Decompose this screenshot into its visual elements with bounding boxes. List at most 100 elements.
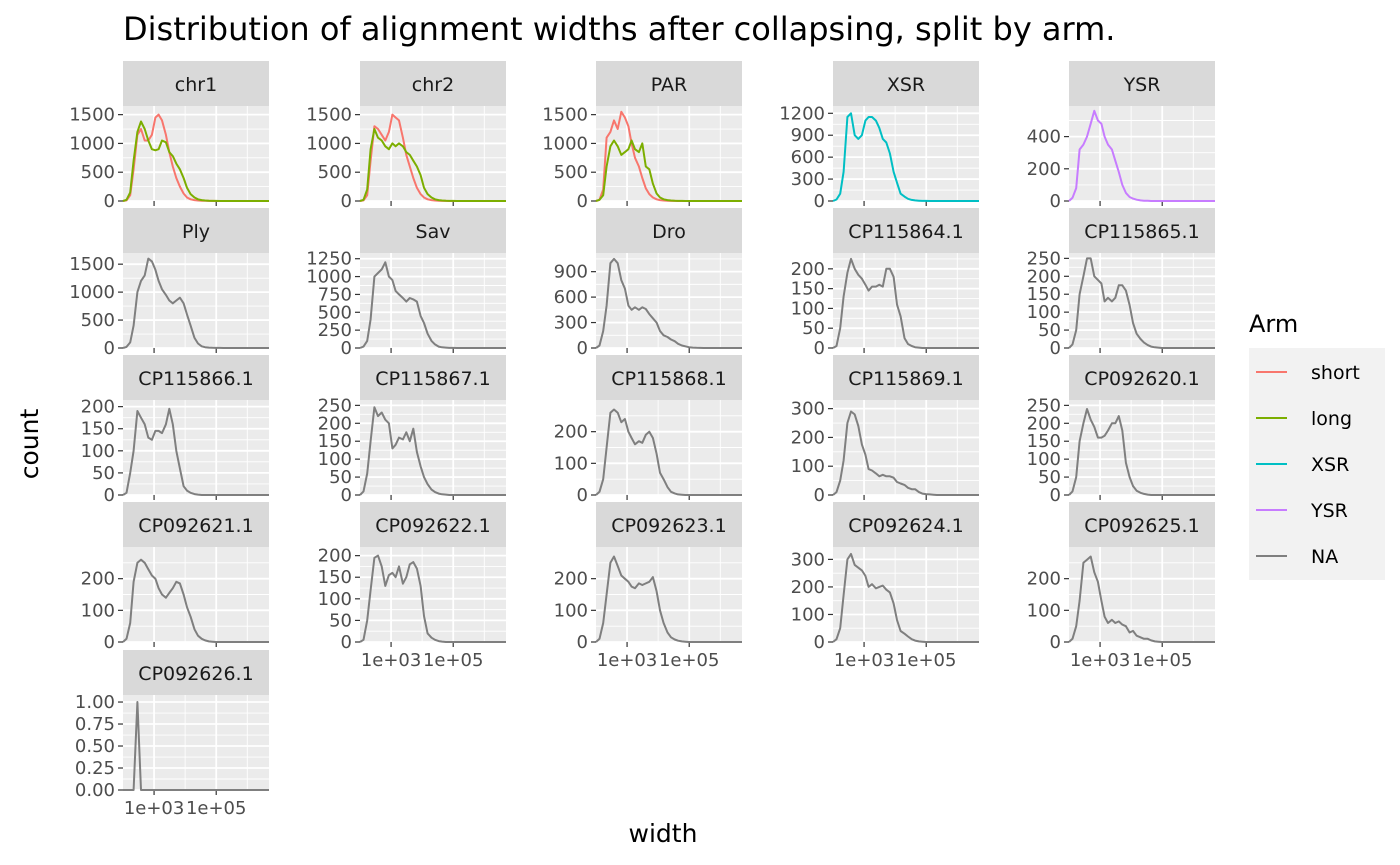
- y-tick-label: 0: [341, 191, 352, 212]
- y-tick-label: 250: [1027, 248, 1061, 269]
- plot-background: [123, 695, 269, 790]
- series-line-na: [122, 407, 269, 496]
- strip-label: CP115868.1: [611, 368, 726, 390]
- y-tick-label: 0: [104, 632, 115, 653]
- series-line-na: [359, 554, 506, 643]
- series-line-na: [832, 257, 979, 349]
- legend-label: XSR: [1311, 454, 1349, 476]
- strip-background: [833, 502, 979, 547]
- y-tick-label: 1500: [69, 254, 115, 275]
- x-tick-label: 1e+03: [361, 650, 422, 671]
- legend-title: Arm: [1249, 310, 1298, 338]
- strip-background: [123, 502, 269, 547]
- plot-background: [1069, 400, 1215, 495]
- y-tick-label: 200: [1027, 266, 1061, 287]
- y-tick-label: 1000: [542, 133, 588, 154]
- strip-background: [360, 61, 506, 106]
- y-tick-label: 100: [318, 449, 352, 470]
- x-tick-label: 1e+03: [1070, 650, 1131, 671]
- series-line-ysr: [1068, 109, 1215, 202]
- legend-item-na: NA: [1256, 546, 1338, 568]
- y-tick-label: 100: [791, 298, 825, 319]
- y-tick-label: 1.00: [75, 692, 115, 713]
- strip-label: Sav: [416, 221, 451, 243]
- y-tick-label: 0: [814, 632, 825, 653]
- strip-label: CP092626.1: [138, 663, 253, 685]
- strip-background: [123, 355, 269, 400]
- y-tick-label: 0: [814, 338, 825, 359]
- y-tick-label: 300: [791, 399, 825, 420]
- y-tick-label: 0: [104, 338, 115, 359]
- series-line-na: [122, 257, 269, 349]
- y-tick-label: 1200: [779, 103, 825, 124]
- y-tick-label: 500: [318, 162, 352, 183]
- y-tick-label: 0: [1050, 338, 1061, 359]
- panel-cp092626-1: CP092626.1 0.000.250.500.751.00 1e+03 1e+05: [75, 650, 269, 819]
- series-line-na: [359, 261, 506, 349]
- y-tick-label: 0: [1050, 191, 1061, 212]
- legend-label: YSR: [1310, 500, 1348, 522]
- y-tick-label: 0: [577, 632, 588, 653]
- y-tick-label: 1000: [306, 267, 352, 288]
- y-tick-label: 100: [81, 600, 115, 621]
- y-tick-label: 200: [554, 422, 588, 443]
- y-tick-label: 1500: [69, 105, 115, 126]
- series-line-long: [122, 120, 269, 202]
- y-tick-label: 200: [318, 413, 352, 434]
- panel-ysr: YSR 0 200 400: [1027, 61, 1215, 212]
- strip-background: [360, 502, 506, 547]
- y-tick-label: 50: [329, 467, 352, 488]
- plot-background: [123, 400, 269, 495]
- strip-label: chr1: [175, 74, 217, 96]
- panel-cp092623-1: CP092623.1 0 100 200 1e+03 1e+05: [554, 502, 742, 671]
- x-tick-label: 1e+05: [896, 650, 957, 671]
- y-tick-label: 0: [341, 485, 352, 506]
- y-tick-label: 0: [577, 191, 588, 212]
- y-tick-label: 400: [1027, 127, 1061, 148]
- y-tick-label: 600: [554, 287, 588, 308]
- y-tick-label: 100: [554, 600, 588, 621]
- y-tick-label: 0: [577, 485, 588, 506]
- y-tick-label: 200: [791, 259, 825, 280]
- y-tick-label: 100: [81, 441, 115, 462]
- series-line-na: [595, 408, 742, 496]
- y-tick-label: 0: [1050, 632, 1061, 653]
- strip-background: [596, 355, 742, 400]
- plot-background: [360, 253, 506, 348]
- strip-label: CP092621.1: [138, 515, 253, 537]
- y-tick-label: 300: [554, 313, 588, 334]
- y-axis-title: count: [15, 409, 44, 480]
- plot-background: [833, 400, 979, 495]
- panel-cp092624-1: CP092624.1 0 100 200 300 1e+03 1e+05: [791, 502, 979, 671]
- strip-label: CP092625.1: [1084, 515, 1199, 537]
- strip-background: [596, 502, 742, 547]
- series-line-na: [359, 406, 506, 496]
- strip-background: [1069, 355, 1215, 400]
- strip-label: XSR: [887, 74, 925, 96]
- y-tick-label: 150: [791, 279, 825, 300]
- legend-item-long: long: [1256, 408, 1352, 430]
- strip-background: [360, 208, 506, 253]
- y-tick-label: 300: [791, 549, 825, 570]
- panel-ply: Ply 0 500 1000 1500: [69, 208, 269, 359]
- strip-background: [596, 61, 742, 106]
- y-tick-label: 0: [104, 191, 115, 212]
- y-tick-label: 200: [791, 427, 825, 448]
- y-tick-label: 200: [791, 577, 825, 598]
- legend-label: long: [1311, 408, 1352, 430]
- strip-background: [1069, 208, 1215, 253]
- plot-background: [360, 106, 506, 201]
- panel-cp092621-1: CP092621.1 0 100 200: [81, 502, 269, 653]
- y-tick-label: 0.25: [75, 758, 115, 779]
- y-tick-label: 500: [554, 162, 588, 183]
- y-tick-label: 150: [81, 419, 115, 440]
- plot-background: [596, 253, 742, 348]
- plot-background: [123, 253, 269, 348]
- legend: Arm short long XSR YSR NA: [1249, 310, 1385, 580]
- strip-background: [1069, 502, 1215, 547]
- y-tick-label: 500: [81, 310, 115, 331]
- strip-label: CP092620.1: [1084, 368, 1199, 390]
